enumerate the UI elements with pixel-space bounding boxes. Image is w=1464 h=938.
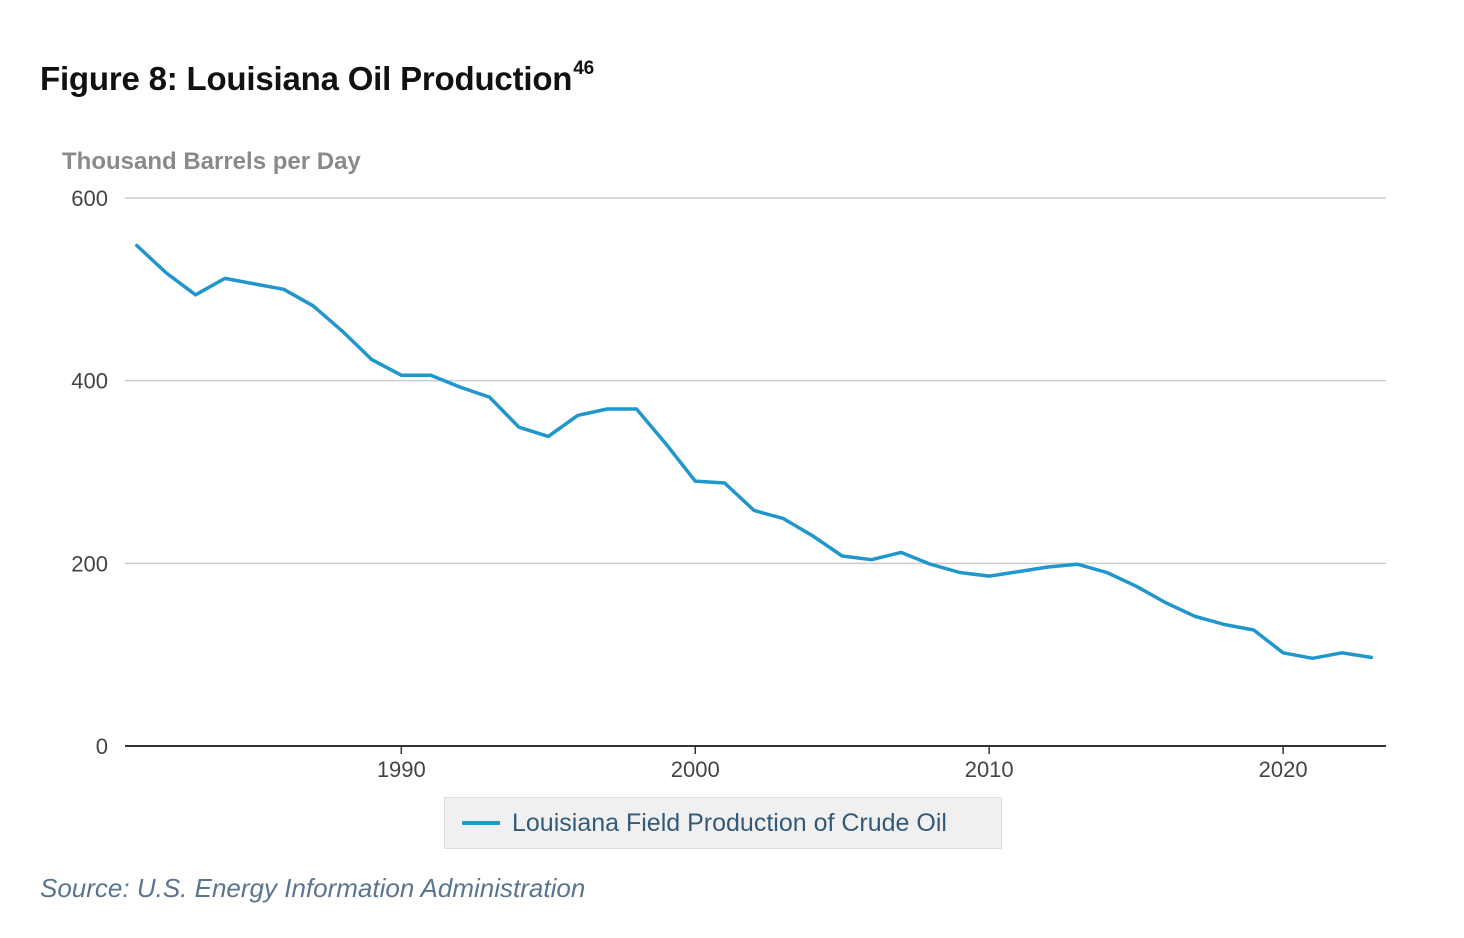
x-tick-label-1990: 1990 <box>377 757 426 782</box>
y-tick-label-600: 600 <box>71 186 108 211</box>
x-tick-labels: 1990 2000 2010 2020 <box>377 746 1308 782</box>
y-tick-label-200: 200 <box>71 551 108 576</box>
legend[interactable]: Louisiana Field Production of Crude Oil <box>444 797 1002 849</box>
x-tick-label-2000: 2000 <box>671 757 720 782</box>
figure-title: Figure 8: Louisiana Oil Production46 <box>40 58 594 98</box>
y-axis-title: Thousand Barrels per Day <box>62 148 361 175</box>
gridlines <box>125 197 1386 747</box>
x-tick-label-2010: 2010 <box>965 757 1014 782</box>
y-tick-label-0: 0 <box>96 734 108 759</box>
y-tick-labels: 0 200 400 600 <box>71 186 108 759</box>
series-line-0[interactable] <box>135 243 1374 661</box>
series-layer <box>135 243 1374 661</box>
y-tick-label-400: 400 <box>71 369 108 394</box>
legend-label: Louisiana Field Production of Crude Oil <box>512 808 947 837</box>
legend-swatch <box>462 821 500 825</box>
figure-footnote: 46 <box>573 58 594 79</box>
x-tick-label-2020: 2020 <box>1259 757 1308 782</box>
source-note: Source: U.S. Energy Information Administ… <box>40 873 586 903</box>
figure-title-text: Figure 8: Louisiana Oil Production <box>40 60 573 97</box>
